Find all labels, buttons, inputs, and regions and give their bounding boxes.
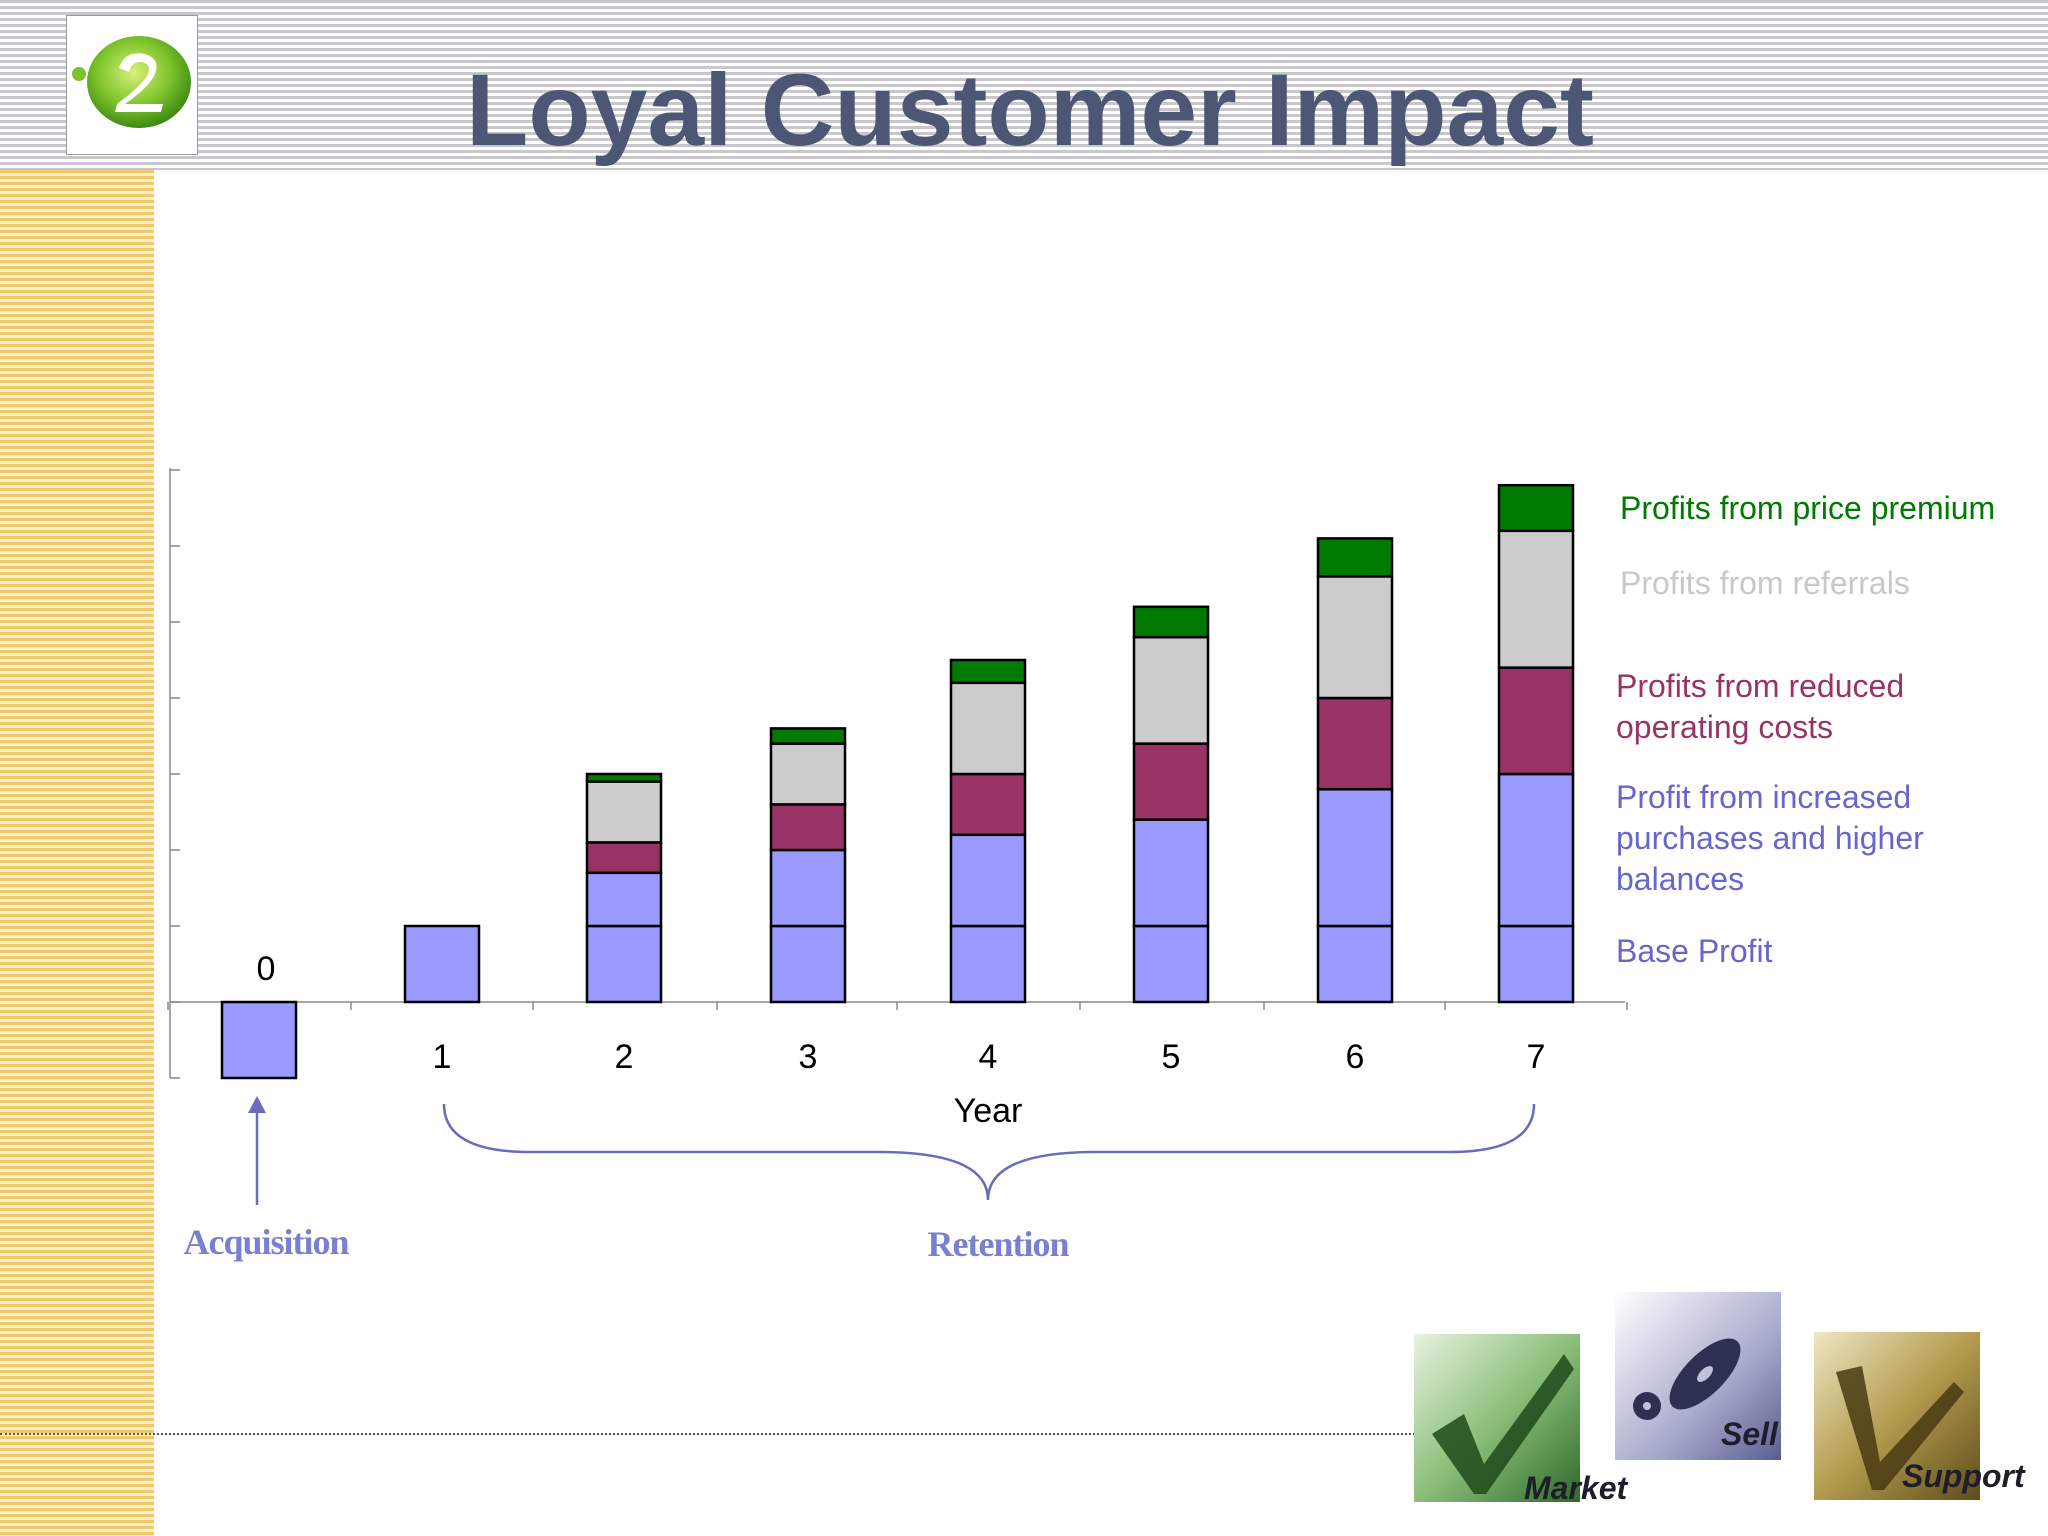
- bar-segment: [1132, 924, 1210, 1004]
- header-stripes: [0, 0, 2048, 170]
- bar-segment: [949, 924, 1027, 1004]
- bar-segment: [1316, 575, 1394, 700]
- bar-segment: [1497, 666, 1575, 776]
- bar-segment: [769, 803, 847, 852]
- bar-segment: [585, 924, 663, 1004]
- legend-item-label: balances: [1616, 861, 1745, 897]
- bar-segment: [769, 742, 847, 806]
- bar-segment: [769, 727, 847, 745]
- bar-segment: [949, 772, 1027, 837]
- market-label: Market: [1524, 1470, 1628, 1506]
- support-label: Support: [1902, 1458, 2025, 1494]
- bar-segment: [220, 1000, 298, 1080]
- legend-item-label: Profits from price premium: [1620, 490, 1996, 526]
- x-tick-label: 2: [615, 1038, 634, 1076]
- legend-item: Profit from increased purchases and highe…: [1616, 777, 1924, 900]
- legend-item-label: purchases and higher: [1616, 820, 1924, 856]
- bar-segment: [1497, 529, 1575, 669]
- x-tick-label: 5: [1162, 1038, 1181, 1076]
- legend-item: Profits from reduced operating costs: [1616, 666, 1904, 748]
- support-tile: Support: [1814, 1332, 2025, 1500]
- bar-segment: [1497, 483, 1575, 533]
- x-tick-label: 1: [433, 1038, 452, 1076]
- page-title: Loyal Customer Impact: [466, 53, 1594, 167]
- x-tick-label: 7: [1527, 1038, 1546, 1076]
- bar-segment: [585, 772, 663, 783]
- retention-label: Retention: [928, 1224, 1070, 1264]
- x-tick-label: 4: [979, 1038, 998, 1076]
- legend-item-label: Profit from increased: [1616, 779, 1912, 815]
- x-tick-label: 3: [799, 1038, 818, 1076]
- bar-segment: [1316, 924, 1394, 1004]
- x-tick-label: 0: [257, 950, 276, 988]
- legend-item: Profits from price premium: [1620, 488, 1995, 529]
- legend-item-label: Profits from referrals: [1620, 565, 1910, 601]
- acquisition-label: Acquisition: [183, 1222, 349, 1262]
- legend-item-label: operating costs: [1616, 709, 1834, 745]
- sell-tile: Sell: [1615, 1292, 1781, 1460]
- bar-segment: [949, 681, 1027, 776]
- bar-segment: [585, 841, 663, 875]
- bar-segment: [1316, 696, 1394, 791]
- x-tick-label: 6: [1346, 1038, 1365, 1076]
- bar-segment: [1316, 787, 1394, 928]
- arrowhead-icon: [248, 1096, 266, 1113]
- divider-line: [0, 1433, 1415, 1435]
- bar-segment: [949, 833, 1027, 928]
- bar-segment: [1132, 635, 1210, 745]
- side-stripes: [0, 170, 154, 1536]
- legend-item: Profits from referrals: [1620, 563, 1910, 604]
- bar-segment: [585, 871, 663, 928]
- disc-icon: [1615, 1292, 1781, 1460]
- pen-check-icon: [1814, 1332, 1980, 1500]
- bar-segment: [769, 848, 847, 928]
- legend-item-label: Profits from reduced: [1616, 668, 1905, 704]
- company-logo: [66, 15, 198, 155]
- bar-segment: [585, 780, 663, 844]
- bar-segment: [1497, 924, 1575, 1004]
- legend-item-label: Base Profit: [1616, 933, 1773, 969]
- bar-segment: [949, 658, 1027, 685]
- market-tile: Market: [1414, 1334, 1627, 1506]
- bar-segment: [769, 924, 847, 1004]
- bar-segment: [1316, 537, 1394, 578]
- sell-label: Sell: [1721, 1416, 1778, 1452]
- x-axis-label: Year: [954, 1092, 1023, 1130]
- bar-segment: [1132, 742, 1210, 821]
- checkmark-icon: [1414, 1334, 1580, 1502]
- bar-segment: [1497, 772, 1575, 928]
- bar-segment: [403, 924, 481, 1004]
- bar-segment: [1132, 605, 1210, 639]
- retention-brace: [442, 1103, 1536, 1201]
- logo-icon: [72, 36, 191, 128]
- bar-segment: [1132, 818, 1210, 928]
- legend-item: Base Profit: [1616, 931, 1773, 972]
